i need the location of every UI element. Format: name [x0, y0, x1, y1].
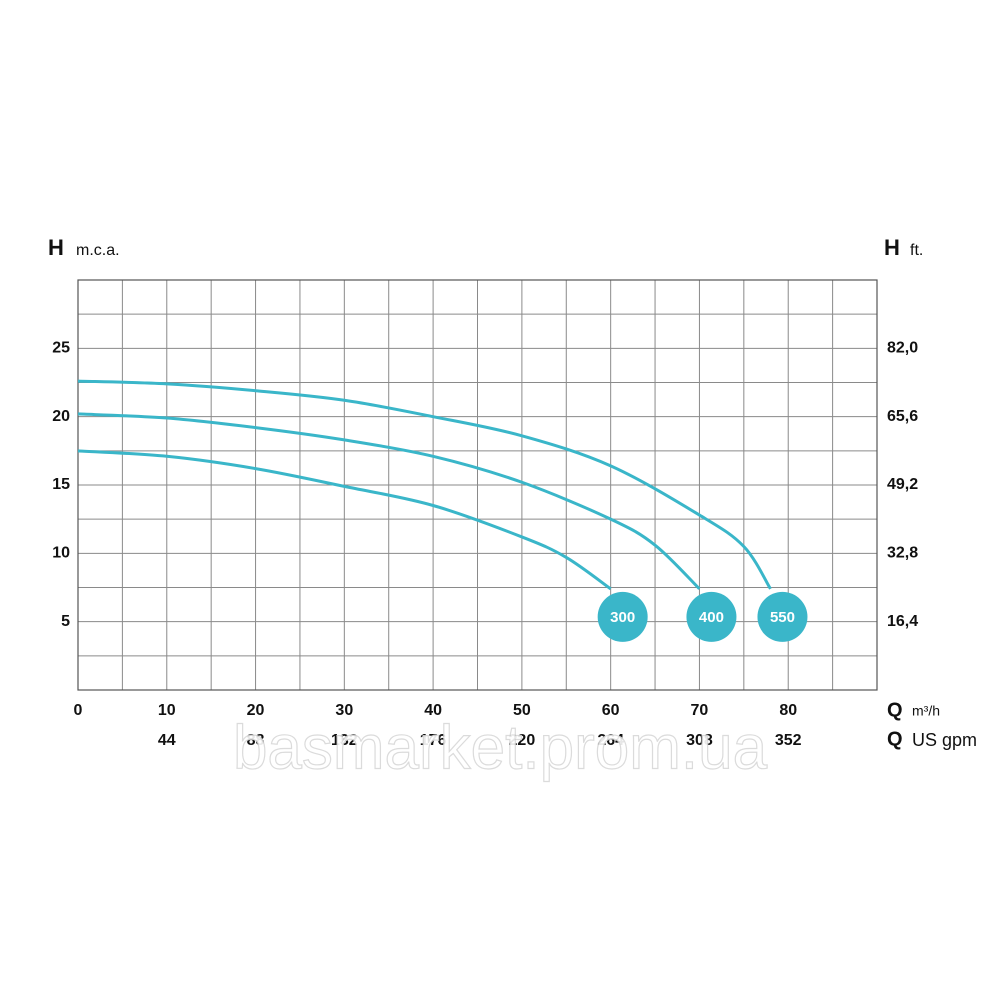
- y-label-unit: m.c.a.: [76, 242, 120, 259]
- curve-badge: [686, 591, 737, 642]
- x-tick-label: 40: [424, 702, 442, 719]
- x2-tick-label: 132: [331, 732, 358, 749]
- x2-label-unit: US gpm: [912, 730, 977, 750]
- y-label-symbol: H: [48, 235, 64, 260]
- y-tick-label: 5: [61, 613, 70, 630]
- x-label-unit: m³/h: [912, 703, 940, 719]
- y2-tick-label: 65,6: [887, 408, 918, 425]
- y-tick-label: 15: [52, 476, 70, 493]
- x-label-symbol: Q: [887, 699, 903, 721]
- y2-tick-label: 16,4: [887, 613, 918, 630]
- curve-badge: [597, 591, 648, 642]
- x-tick-label: 60: [602, 702, 620, 719]
- watermark: basmarket.prom.ua: [233, 713, 768, 782]
- y2-label-unit: ft.: [910, 242, 923, 259]
- x2-tick-label: 352: [775, 732, 802, 749]
- legend-label: 400: [699, 609, 724, 626]
- y-tick-label: 10: [52, 545, 70, 562]
- x-tick-label: 70: [691, 702, 709, 719]
- curve-badge: [757, 591, 808, 642]
- legend-label: 300: [610, 609, 635, 626]
- x2-tick-label: 44: [158, 732, 176, 749]
- x2-tick-label: 264: [597, 732, 624, 749]
- x2-tick-label: 88: [247, 732, 265, 749]
- y-tick-label: 20: [52, 408, 70, 425]
- x-tick-label: 20: [247, 702, 265, 719]
- x-tick-label: 50: [513, 702, 531, 719]
- x2-tick-label: 176: [420, 732, 447, 749]
- legend-label: 550: [770, 609, 795, 626]
- x-tick-label: 80: [779, 702, 797, 719]
- y-tick-label: 25: [52, 340, 70, 357]
- y2-tick-label: 49,2: [887, 476, 918, 493]
- plot-frame: [77, 279, 878, 691]
- x2-label-symbol: Q: [887, 728, 903, 750]
- x-tick-label: 10: [158, 702, 176, 719]
- x-tick-label: 0: [74, 702, 83, 719]
- curve: [77, 412, 701, 590]
- curve: [77, 449, 612, 591]
- x2-tick-label: 308: [686, 732, 713, 749]
- x2-tick-label: 220: [509, 732, 536, 749]
- y2-tick-label: 82,0: [887, 340, 918, 357]
- y2-label-symbol: H: [884, 235, 900, 260]
- y2-tick-label: 32,8: [887, 545, 918, 562]
- x-tick-label: 30: [335, 702, 353, 719]
- curve: [77, 379, 772, 590]
